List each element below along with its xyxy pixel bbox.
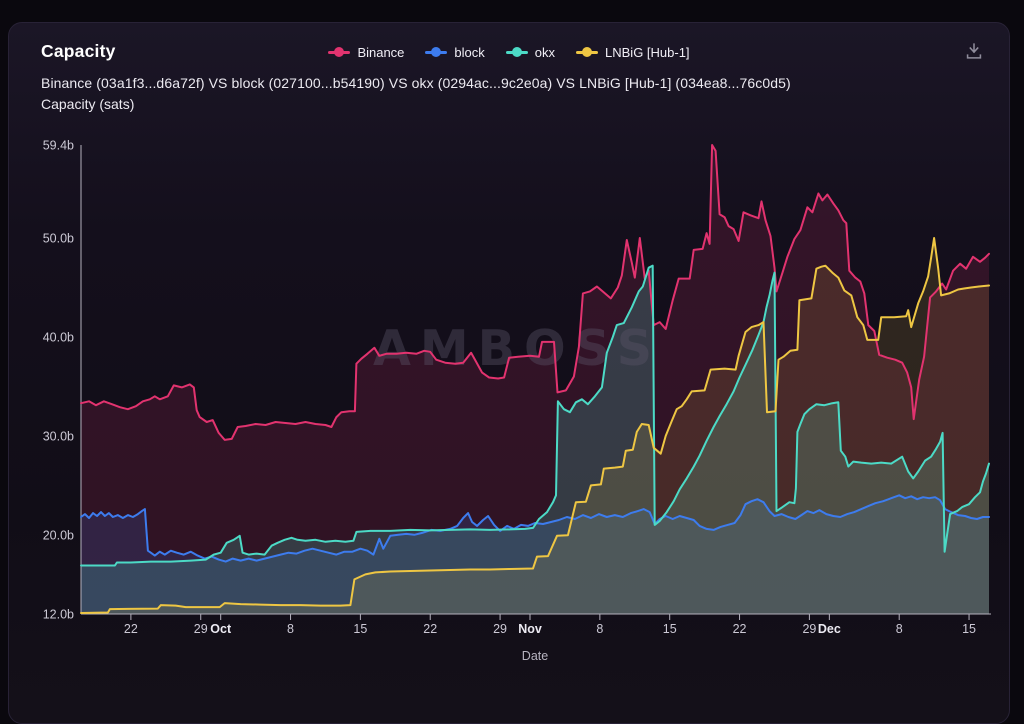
y-axis-tick-label: 30.0b	[43, 429, 74, 443]
y-axis-tick-label: 59.4b	[43, 139, 74, 153]
x-axis-tick-label: 22	[423, 622, 437, 636]
lnbig-hub-1--line	[80, 237, 990, 614]
metric-label: Capacity (sats)	[41, 96, 135, 112]
legend-label-okx: okx	[534, 44, 556, 60]
legend-label-binance: Binance	[357, 44, 405, 60]
lnbig-series-marker-icon	[576, 47, 599, 57]
legend-item-binance[interactable]: Binance	[328, 45, 404, 60]
block-series-marker-icon	[425, 47, 448, 57]
binance-area	[81, 145, 989, 614]
y-axis-tick-label: 12.0b	[43, 608, 74, 622]
legend-item-lnbig-hub-1[interactable]: LNBiG [Hub-1]	[576, 45, 690, 60]
legend-item-block[interactable]: block	[425, 44, 485, 60]
x-axis-tick-label: 29	[194, 622, 208, 636]
okx-area	[81, 265, 989, 614]
x-axis-tick-label: 8	[287, 622, 294, 636]
x-axis-tick-label: 22	[733, 622, 747, 636]
x-axis-tick-label: 8	[596, 622, 603, 636]
legend-item-okx[interactable]: okx	[505, 44, 556, 60]
capacity-chart-card: AMBOSS 59.4b 50.0b 40.0b 30.0b 20.0b 12.0b 22 29…	[8, 22, 1010, 724]
amboss-watermark: AMBOSS	[373, 320, 661, 377]
y-axis-tick-label: 40.0b	[43, 330, 74, 344]
x-axis-tick-label: 8	[896, 622, 903, 636]
x-axis-tick-label: 15	[962, 622, 976, 636]
x-axis-tick-label: Dec	[818, 622, 841, 636]
x-axis-tick-label: 15	[353, 622, 367, 636]
okx-line	[80, 264, 990, 567]
x-axis-tick-label: 29	[493, 622, 507, 636]
x-axis-tick-label: 29	[802, 622, 816, 636]
x-axis-title: Date	[522, 649, 548, 663]
download-icon	[966, 43, 982, 59]
page-title: Capacity	[41, 41, 116, 61]
legend-label-lnbig: LNBiG [Hub-1]	[605, 44, 690, 60]
y-axis-tick-label: 50.0b	[43, 232, 74, 246]
download-button[interactable]	[961, 38, 987, 64]
legend-label-block: block	[454, 44, 485, 60]
binance-series-marker-icon	[328, 47, 351, 57]
binance-line	[80, 144, 990, 441]
x-axis-tick-label: 22	[124, 622, 138, 636]
comparison-subtitle: Binance (03a1f3...d6a72f) VS block (0271…	[41, 75, 791, 91]
x-axis-tick-label: Nov	[518, 622, 542, 636]
block-area	[81, 495, 989, 614]
x-axis-tick-label: Oct	[210, 622, 232, 636]
okx-series-marker-icon	[505, 47, 528, 57]
block-line	[80, 494, 990, 563]
y-axis-tick-label: 20.0b	[43, 528, 74, 542]
legend: Binance block okx LNBiG [Hub-1]	[9, 41, 1009, 63]
lnbig-hub-1--area	[81, 238, 989, 614]
axes	[80, 145, 991, 620]
capacity-area-chart[interactable]: AMBOSS 59.4b 50.0b 40.0b 30.0b 20.0b 12.0b 22 29…	[8, 22, 1010, 695]
x-axis-tick-label: 15	[663, 622, 677, 636]
